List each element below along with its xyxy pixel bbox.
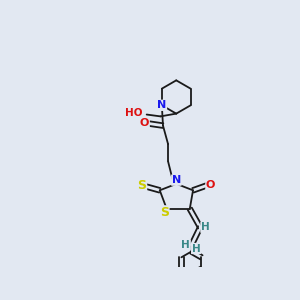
Text: H: H: [201, 222, 210, 232]
Text: O: O: [140, 118, 149, 128]
Text: H: H: [182, 240, 190, 250]
Text: HO: HO: [124, 108, 142, 118]
Text: N: N: [172, 175, 181, 185]
Text: O: O: [206, 180, 215, 190]
Text: N: N: [157, 100, 167, 110]
Text: S: S: [137, 179, 146, 192]
Text: S: S: [160, 206, 169, 219]
Text: H: H: [192, 244, 200, 254]
